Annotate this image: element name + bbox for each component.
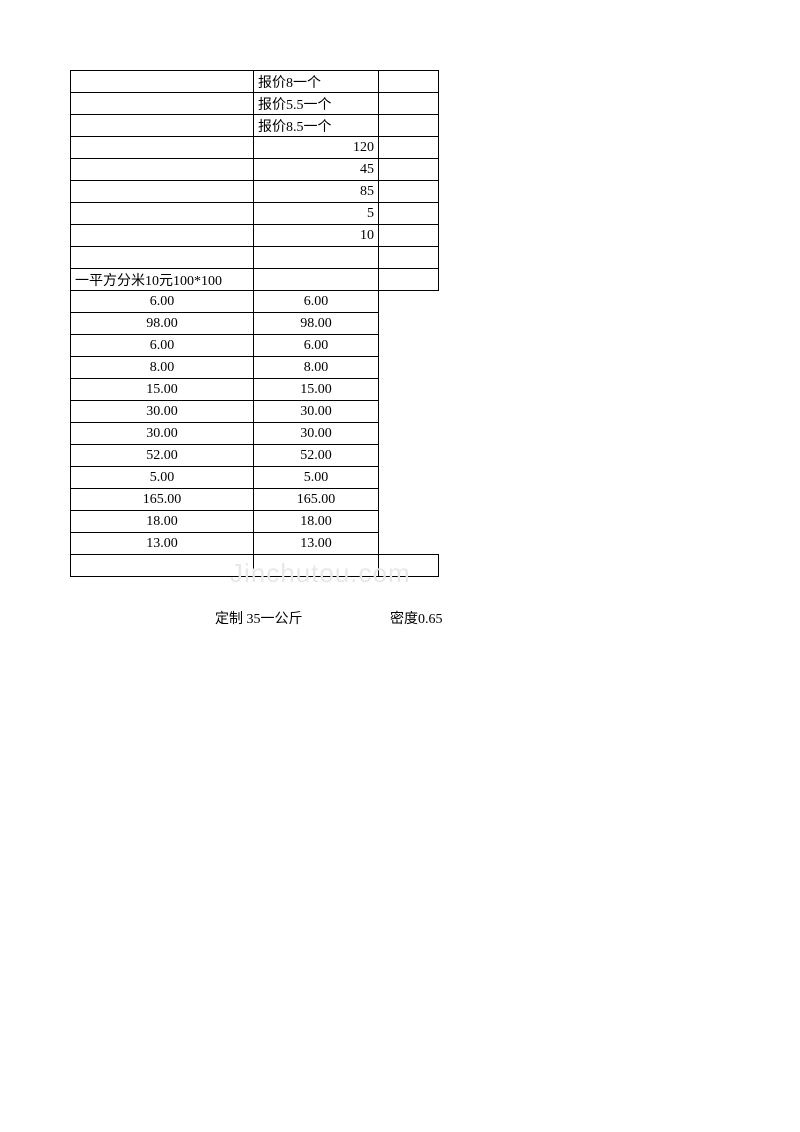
cell-col-c <box>379 247 439 269</box>
table-row: 6.006.00 <box>71 291 439 313</box>
cell-col-a: 165.00 <box>71 489 254 511</box>
table-row: 报价8一个 <box>71 71 439 93</box>
cell-col-c <box>379 71 439 93</box>
cell-col-a: 13.00 <box>71 533 254 555</box>
cell-col-a: 30.00 <box>71 401 254 423</box>
cell-col-b: 10 <box>254 225 379 247</box>
table-row: 30.0030.00 <box>71 401 439 423</box>
cell-col-c <box>379 181 439 203</box>
cell-col-a: 18.00 <box>71 511 254 533</box>
table-row: 45 <box>71 159 439 181</box>
table-row: 52.0052.00 <box>71 445 439 467</box>
cell-col-b: 报价8.5一个 <box>254 115 379 137</box>
cell-col-c <box>379 225 439 247</box>
footer-left-text: 定制 35一公斤 <box>215 608 303 628</box>
cell-col-b: 98.00 <box>254 313 379 335</box>
price-table-container: 报价8一个报价5.5一个报价8.5一个1204585510一平方分米10元100… <box>70 70 439 577</box>
cell-col-a: 6.00 <box>71 291 254 313</box>
cell-col-a <box>71 137 254 159</box>
table-row: 报价5.5一个 <box>71 93 439 115</box>
cell-col-b: 45 <box>254 159 379 181</box>
cell-col-b: 85 <box>254 181 379 203</box>
cell-blank-c <box>379 555 439 577</box>
cell-col-c <box>379 159 439 181</box>
cell-col-c <box>379 203 439 225</box>
cell-col-b: 5.00 <box>254 467 379 489</box>
cell-special-c <box>379 269 439 291</box>
cell-col-b: 15.00 <box>254 379 379 401</box>
table-row: 8.008.00 <box>71 357 439 379</box>
cell-col-a: 15.00 <box>71 379 254 401</box>
cell-col-b: 165.00 <box>254 489 379 511</box>
table-row: 120 <box>71 137 439 159</box>
table-row: 165.00165.00 <box>71 489 439 511</box>
cell-col-a <box>71 93 254 115</box>
cell-col-a: 98.00 <box>71 313 254 335</box>
cell-blank-b <box>254 555 379 577</box>
cell-col-b: 6.00 <box>254 291 379 313</box>
cell-col-b: 120 <box>254 137 379 159</box>
cell-special-a: 一平方分米10元100*100 <box>71 269 254 291</box>
cell-col-a <box>71 71 254 93</box>
table-row-blank <box>71 555 439 577</box>
cell-col-a: 30.00 <box>71 423 254 445</box>
price-table: 报价8一个报价5.5一个报价8.5一个1204585510一平方分米10元100… <box>70 70 439 577</box>
cell-col-b: 18.00 <box>254 511 379 533</box>
cell-col-c <box>379 137 439 159</box>
cell-col-b: 6.00 <box>254 335 379 357</box>
cell-col-b <box>254 247 379 269</box>
cell-col-a: 52.00 <box>71 445 254 467</box>
cell-col-a <box>71 159 254 181</box>
cell-col-a <box>71 181 254 203</box>
cell-col-a <box>71 247 254 269</box>
cell-col-a: 5.00 <box>71 467 254 489</box>
table-row: 报价8.5一个 <box>71 115 439 137</box>
table-row: 10 <box>71 225 439 247</box>
cell-col-c <box>379 93 439 115</box>
cell-col-a <box>71 115 254 137</box>
cell-col-b: 5 <box>254 203 379 225</box>
cell-col-a: 8.00 <box>71 357 254 379</box>
cell-col-b: 报价8一个 <box>254 71 379 93</box>
cell-col-a <box>71 225 254 247</box>
table-row: 85 <box>71 181 439 203</box>
cell-col-b: 8.00 <box>254 357 379 379</box>
table-row: 13.0013.00 <box>71 533 439 555</box>
cell-col-a: 6.00 <box>71 335 254 357</box>
table-row: 18.0018.00 <box>71 511 439 533</box>
table-row <box>71 247 439 269</box>
table-row: 15.0015.00 <box>71 379 439 401</box>
footer-right-text: 密度0.65 <box>390 608 443 628</box>
cell-col-b: 13.00 <box>254 533 379 555</box>
table-row: 5 <box>71 203 439 225</box>
cell-blank-a <box>71 555 254 577</box>
cell-col-b: 报价5.5一个 <box>254 93 379 115</box>
table-row: 30.0030.00 <box>71 423 439 445</box>
table-row: 5.005.00 <box>71 467 439 489</box>
cell-col-b: 52.00 <box>254 445 379 467</box>
cell-col-b: 30.00 <box>254 423 379 445</box>
cell-col-b: 30.00 <box>254 401 379 423</box>
cell-col-c <box>379 115 439 137</box>
table-row-special: 一平方分米10元100*100 <box>71 269 439 291</box>
cell-special-b <box>254 269 379 291</box>
table-row: 98.0098.00 <box>71 313 439 335</box>
table-row: 6.006.00 <box>71 335 439 357</box>
cell-col-a <box>71 203 254 225</box>
